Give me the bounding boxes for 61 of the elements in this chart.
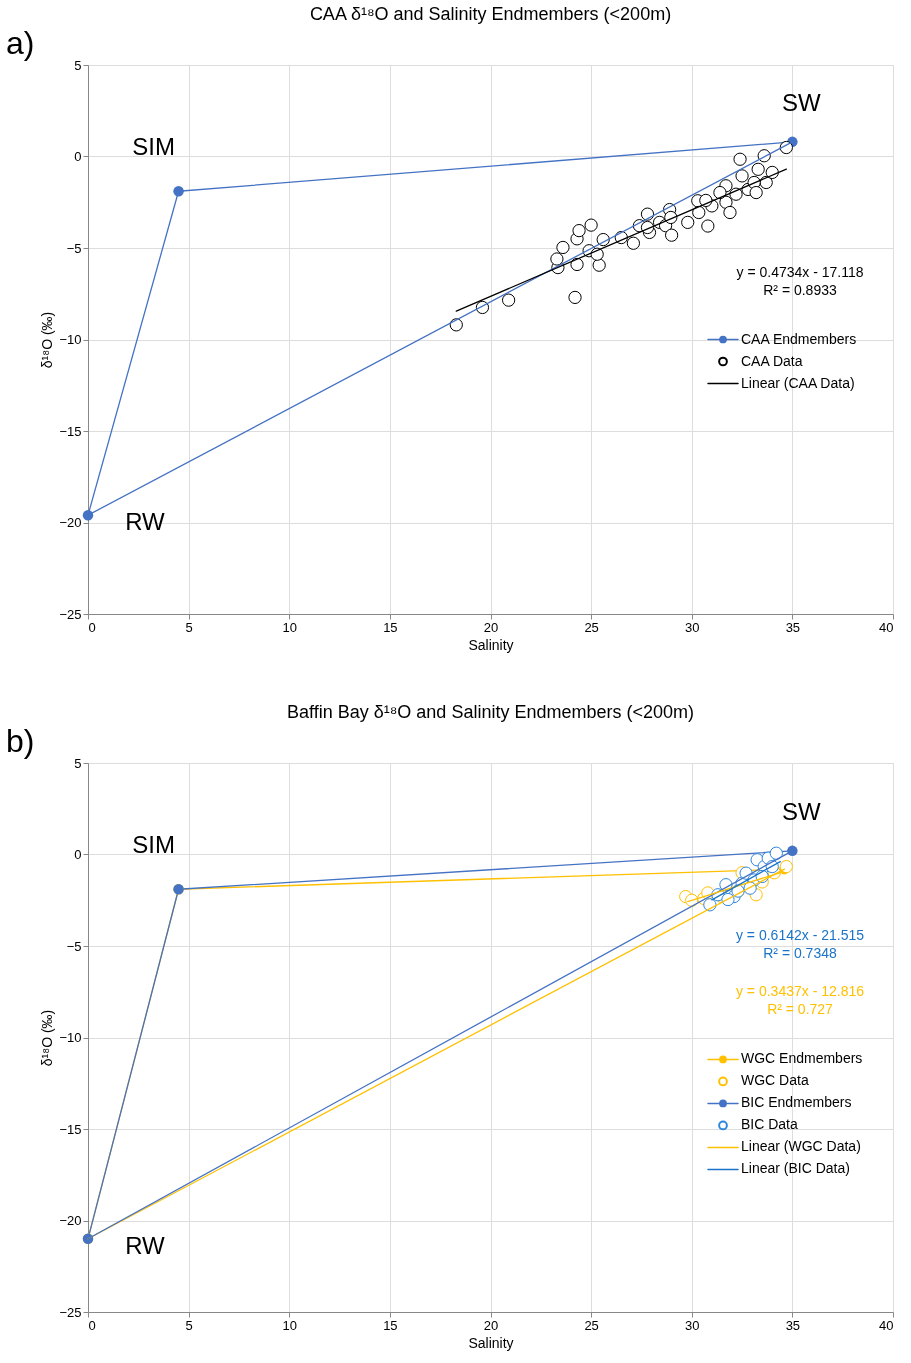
x-tick-label: 40 <box>879 1317 894 1333</box>
x-tick-label: 5 <box>185 619 193 635</box>
y-tick-label: −15 <box>59 1121 82 1137</box>
chart-title: CAA δ¹⁸O and Salinity Endmembers (<200m) <box>309 4 672 24</box>
annotation: R² = 0.8933 <box>763 281 837 298</box>
x-axis-title: Salinity <box>468 636 514 653</box>
y-tick-label: −10 <box>59 1030 82 1045</box>
x-tick-label: 0 <box>88 619 96 635</box>
text: a) <box>6 25 35 61</box>
y-tick-label: −5 <box>66 240 82 256</box>
y-tick-label: 0 <box>74 847 82 862</box>
x-tick-label: 5 <box>185 1317 193 1333</box>
x-tick-label: 40 <box>879 619 894 635</box>
annotation: y = 0.4734x - 17.118 <box>736 263 864 280</box>
legend-label: WGC Data <box>741 1072 809 1089</box>
annotation: SW <box>782 88 822 116</box>
x-axis-title: Salinity <box>468 1334 514 1351</box>
y-tick-label: 0 <box>74 149 82 164</box>
y-tick-label: −15 <box>59 423 82 439</box>
annotation: R² = 0.7348 <box>763 945 837 962</box>
x-tick-label: 35 <box>785 1317 801 1333</box>
x-tick-label: 25 <box>584 1317 599 1333</box>
annotation: RW <box>125 1231 166 1259</box>
annotation: y = 0.3437x - 12.816 <box>735 983 865 1000</box>
y-tick-label: −20 <box>59 1213 82 1228</box>
x-tick-label: 25 <box>584 619 599 635</box>
legend-label: BIC Endmembers <box>741 1094 852 1111</box>
y-axis-title: δ¹⁸O (‰) <box>39 1009 56 1067</box>
legend-label: BIC Data <box>741 1116 799 1133</box>
annotation: R² = 0.727 <box>767 1001 834 1018</box>
x-tick-label: 0 <box>88 1317 96 1333</box>
x-tick-label: 10 <box>282 1317 297 1333</box>
x-tick-label: 15 <box>383 1317 398 1333</box>
annotation: SW <box>782 797 822 825</box>
legend-label: Linear (WGC Data) <box>741 1138 861 1155</box>
x-tick-label: 30 <box>685 619 700 635</box>
x-tick-label: 20 <box>483 1317 499 1333</box>
x-tick-label: 10 <box>282 619 297 635</box>
chart-title: Baffin Bay δ¹⁸O and Salinity Endmembers (<200m) <box>287 702 694 722</box>
annotation: SIM <box>132 133 175 161</box>
y-axis-title: δ¹⁸O (‰) <box>39 311 56 369</box>
y-tick-label: 5 <box>74 57 82 73</box>
y-tick-label: 5 <box>74 755 82 771</box>
annotation: SIM <box>132 831 175 859</box>
y-tick-label: −20 <box>59 515 82 530</box>
x-tick-label: 35 <box>785 619 801 635</box>
legend-label: WGC Endmembers <box>741 1050 863 1067</box>
legend-label: CAA Endmembers <box>741 330 857 347</box>
text: b) <box>6 723 35 759</box>
y-tick-label: −5 <box>66 938 82 954</box>
annotation: RW <box>125 508 166 536</box>
y-tick-label: −10 <box>59 332 82 347</box>
annotation: y = 0.6142x - 21.515 <box>735 927 865 944</box>
y-tick-label: −25 <box>59 606 82 622</box>
x-tick-label: 30 <box>685 1317 700 1333</box>
x-tick-label: 20 <box>483 619 499 635</box>
x-tick-label: 15 <box>383 619 398 635</box>
y-tick-label: −25 <box>59 1304 82 1320</box>
legend-label: Linear (BIC Data) <box>741 1160 850 1177</box>
legend-label: Linear (CAA Data) <box>741 374 855 391</box>
legend-label: CAA Data <box>741 352 803 369</box>
